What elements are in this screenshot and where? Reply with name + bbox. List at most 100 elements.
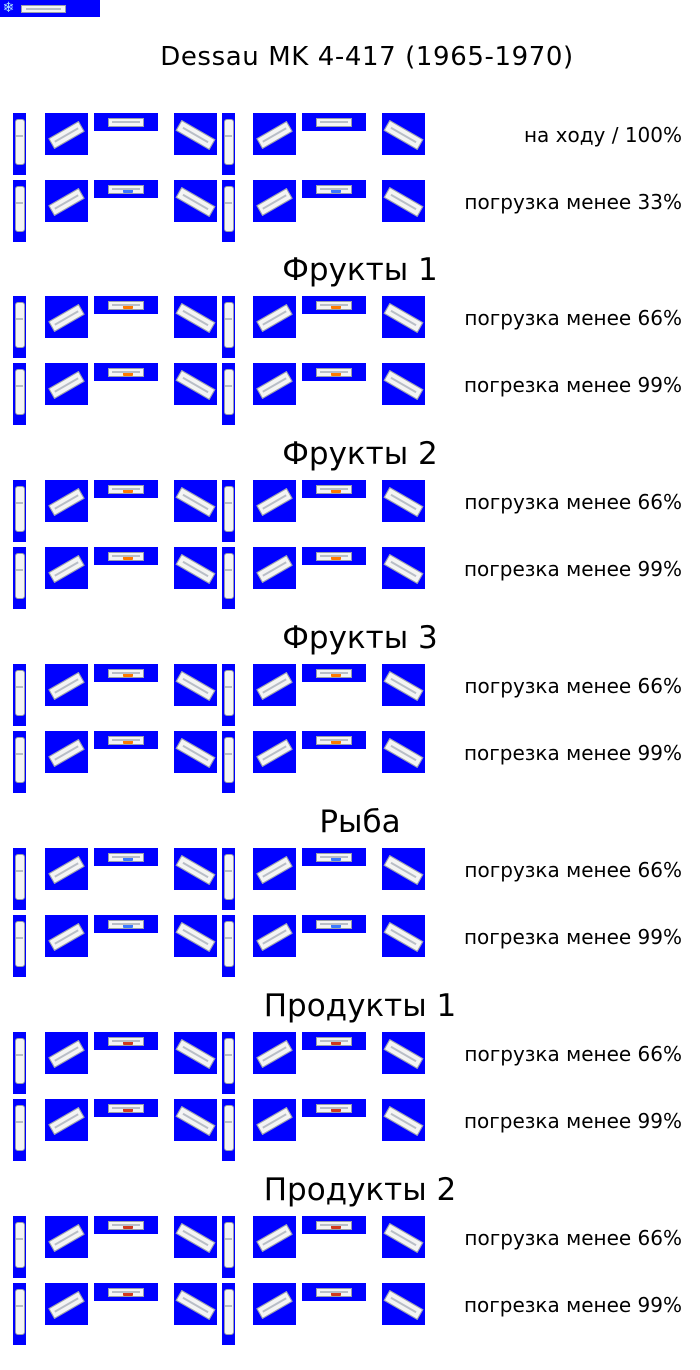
wagon-sprite-horizontal	[94, 1283, 158, 1301]
wagon-sprite-diagonal	[382, 296, 425, 338]
wagon-sprite-diagonal	[253, 1032, 296, 1074]
wagon-sprite-horizontal	[302, 296, 366, 314]
wagon-sprite-vertical	[222, 1032, 235, 1094]
wagon-sprite-vertical	[13, 547, 26, 609]
wagon-sprite-horizontal	[302, 1283, 366, 1301]
wagon-sprite-vertical	[13, 480, 26, 542]
cargo-marker	[122, 371, 133, 377]
wagon-sprite-diagonal	[382, 547, 425, 589]
row-label: погрузка менее 66%	[464, 674, 682, 698]
wagon-sprite-diagonal	[45, 1032, 88, 1074]
wagon-sprite-diagonal	[253, 180, 296, 222]
wagon-sprite-horizontal	[302, 547, 366, 565]
wagon-sprite-horizontal	[94, 915, 158, 933]
row-label: погрезка менее 99%	[463, 373, 682, 397]
wagon-sprite-diagonal	[45, 848, 88, 890]
section-title: Продукты 1	[263, 988, 457, 1024]
wagon-sprite-diagonal	[45, 1099, 88, 1141]
wagon-sprite-vertical	[13, 1283, 26, 1345]
wagon-sprite-diagonal	[382, 664, 425, 706]
wagon-sprite-horizontal	[94, 1216, 158, 1234]
cargo-marker	[122, 672, 133, 678]
wagon-sprite-horizontal	[94, 547, 158, 565]
wagon-sprite-diagonal	[45, 363, 88, 405]
row-label: погрузка менее 66%	[464, 1226, 682, 1250]
section-title: Фрукты 3	[282, 620, 438, 656]
cargo-marker	[122, 1107, 133, 1113]
row-label: погрезка менее 99%	[463, 1293, 682, 1317]
row-label: погрузка менее 33%	[464, 190, 682, 214]
cargo-marker	[330, 739, 341, 745]
cargo-marker	[330, 488, 341, 494]
wagon-sprite-vertical	[222, 547, 235, 609]
wagon-sprite-diagonal	[174, 848, 217, 890]
wagon-sprite-vertical	[13, 1032, 26, 1094]
row-label: на ходу / 100%	[523, 123, 682, 147]
cargo-marker	[122, 304, 133, 310]
wagon-sprite-diagonal	[174, 480, 217, 522]
cargo-marker	[122, 555, 133, 561]
wagon-sprite-vertical	[13, 180, 26, 242]
wagon-sprite-vertical	[222, 363, 235, 425]
wagon-sprite-vertical	[13, 1216, 26, 1278]
cargo-marker	[330, 856, 341, 862]
wagon-sprite-vertical	[222, 113, 235, 175]
section-title: Фрукты 1	[282, 252, 438, 288]
wagon-sprite-vertical	[222, 664, 235, 726]
wagon-sprite-diagonal	[45, 180, 88, 222]
cargo-marker	[330, 1291, 341, 1297]
wagon-sprite-diagonal	[174, 363, 217, 405]
cargo-marker	[330, 923, 341, 929]
wagon-sprite-diagonal	[174, 296, 217, 338]
wagon-sprite-vertical	[13, 664, 26, 726]
wagon-sprite-diagonal	[45, 113, 88, 155]
wagon-sprite-vertical	[13, 113, 26, 175]
wagon-sprite-diagonal	[174, 731, 217, 773]
cargo-marker	[330, 1107, 341, 1113]
wagon-sprite-diagonal	[382, 1032, 425, 1074]
wagon-sprite-diagonal	[45, 480, 88, 522]
wagon-sprite-diagonal	[45, 664, 88, 706]
wagon-sprite-diagonal	[382, 480, 425, 522]
cargo-marker	[122, 923, 133, 929]
wagon-sprite-diagonal	[45, 1283, 88, 1325]
wagon-sprite-diagonal	[174, 1099, 217, 1141]
section-title: Рыба	[319, 804, 401, 840]
snowflake-icon: ❄	[0, 0, 17, 17]
wagon-sprite-horizontal	[302, 848, 366, 866]
wagon-sprite-diagonal	[174, 1216, 217, 1258]
row-label: погрузка менее 66%	[464, 1042, 682, 1066]
page-title: Dessau MK 4-417 (1965-1970)	[160, 42, 574, 72]
wagon-sprite-vertical	[13, 848, 26, 910]
wagon-sprite-diagonal	[174, 664, 217, 706]
cargo-marker	[330, 371, 341, 377]
wagon-sprite-horizontal	[94, 731, 158, 749]
row-label: погрезка менее 99%	[463, 557, 682, 581]
wagon-sprite-vertical	[222, 1099, 235, 1161]
cargo-marker	[330, 672, 341, 678]
cargo-marker	[330, 304, 341, 310]
wagon-sprite-diagonal	[253, 915, 296, 957]
wagon-sprite-diagonal	[174, 1283, 217, 1325]
cargo-marker	[122, 1040, 133, 1046]
wagon-sprite-horizontal	[302, 664, 366, 682]
row-label: погрезка менее 99%	[463, 741, 682, 765]
wagon-sprite-diagonal	[382, 1216, 425, 1258]
wagon-sprite-vertical	[222, 731, 235, 793]
wagon-sprite-vertical	[13, 363, 26, 425]
wagon-sprite-horizontal	[302, 180, 366, 198]
wagon-sprite-vertical	[13, 731, 26, 793]
row-label: погрузка менее 66%	[464, 306, 682, 330]
cargo-marker	[122, 188, 133, 194]
row-label: погрезка менее 99%	[463, 1109, 682, 1133]
section-title: Фрукты 2	[282, 436, 438, 472]
row-label: погрезка менее 99%	[463, 925, 682, 949]
wagon-sprite-diagonal	[253, 848, 296, 890]
wagon-sprite-diagonal	[253, 664, 296, 706]
wagon-sprite-vertical	[222, 1216, 235, 1278]
wagon-sprite-vertical	[222, 915, 235, 977]
wagon-sprite-diagonal	[253, 731, 296, 773]
cargo-marker	[330, 1224, 341, 1230]
wagon-sprite-diagonal	[174, 547, 217, 589]
wagon-sprite-horizontal	[302, 1099, 366, 1117]
